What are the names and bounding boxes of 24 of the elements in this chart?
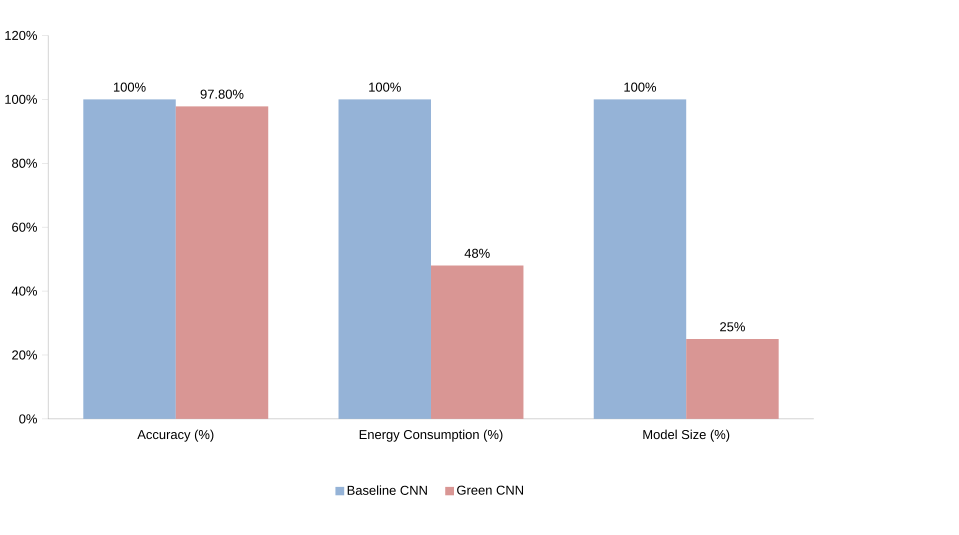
legend-label: Green CNN (457, 485, 524, 495)
bar (176, 106, 268, 419)
x-tick-label: Accuracy (%) (137, 429, 214, 442)
bar (686, 338, 779, 419)
y-tick-label: 100% (5, 94, 37, 104)
x-tick-label: Model Size (%) (643, 429, 730, 442)
data-label: 48% (464, 248, 490, 258)
y-tick-label: 120% (5, 30, 37, 40)
y-tick-label: 20% (12, 350, 37, 360)
x-tick-label: Energy Consumption (%) (360, 429, 502, 442)
data-label: 25% (720, 322, 745, 332)
y-tick-label: 40% (12, 286, 37, 296)
y-tick-label: 60% (12, 222, 37, 232)
data-label: 97.80% (200, 89, 244, 99)
bar (594, 99, 686, 419)
bar (83, 99, 176, 419)
y-tick-label: 0% (19, 414, 37, 424)
data-label: 100% (114, 82, 146, 92)
data-label: 100% (624, 82, 656, 92)
bar (430, 265, 524, 419)
y-tick-label: 80% (12, 158, 37, 168)
bar (338, 99, 431, 419)
data-label: 100% (369, 82, 401, 92)
legend-label: Baseline CNN (348, 485, 427, 495)
